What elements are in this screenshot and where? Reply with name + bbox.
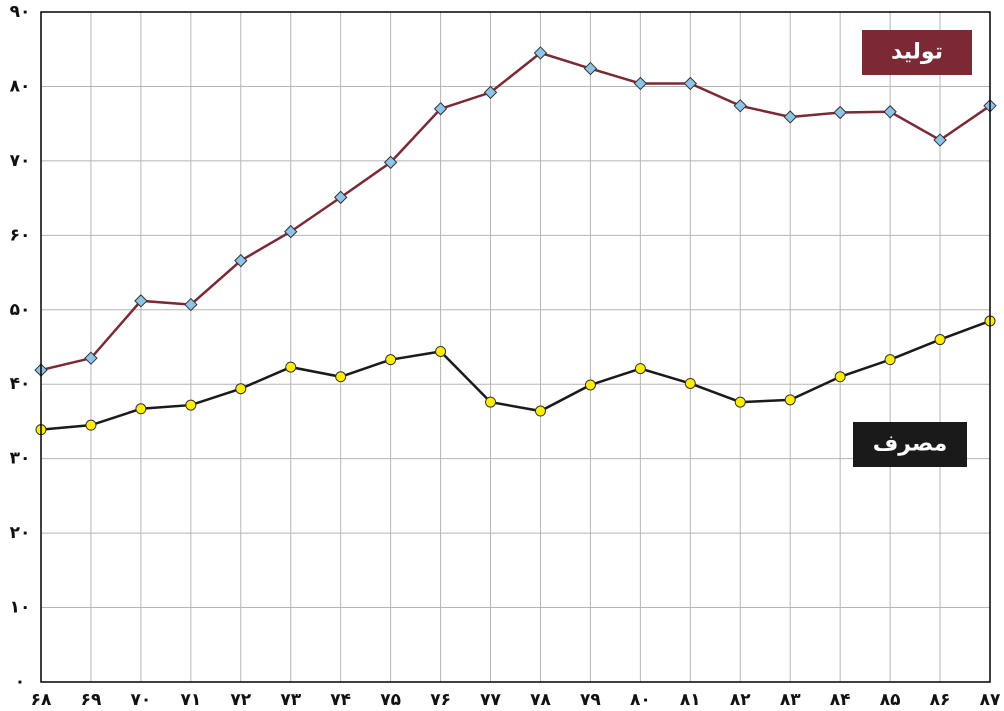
- marker: [383, 155, 398, 170]
- marker: [483, 85, 498, 100]
- y-tick-label: ۵۰: [10, 300, 31, 320]
- x-tick-label: ۷۰: [131, 690, 152, 710]
- y-tick-label: ۹۰: [10, 2, 31, 22]
- marker: [485, 396, 497, 408]
- marker: [783, 110, 797, 124]
- marker: [833, 105, 847, 120]
- x-tick-label: ۷۳: [280, 690, 301, 710]
- marker: [634, 363, 646, 375]
- x-tick-label: ۸۶: [930, 690, 951, 710]
- marker: [883, 105, 897, 119]
- marker: [333, 190, 348, 205]
- legend-label: تولید: [891, 40, 943, 65]
- series-line: [40, 319, 991, 431]
- marker: [633, 76, 648, 91]
- marker: [683, 76, 698, 91]
- marker: [135, 403, 147, 415]
- x-tick-label: ۸۰: [630, 690, 651, 710]
- series-line: [40, 51, 991, 372]
- x-tick-label: ۸۷: [980, 690, 1001, 710]
- x-tick-label: ۸۴: [830, 690, 851, 710]
- y-tick-label: ۴۰: [10, 374, 31, 394]
- x-tick-label: ۸۱: [680, 690, 701, 710]
- x-tick-label: ۶۹: [81, 690, 102, 710]
- y-tick-label: ۷۰: [10, 151, 31, 171]
- marker: [385, 354, 397, 366]
- marker: [583, 61, 598, 76]
- x-tick-label: ۸۵: [880, 690, 901, 710]
- marker: [234, 253, 248, 268]
- marker: [235, 383, 247, 395]
- marker: [534, 405, 546, 417]
- marker: [533, 46, 548, 60]
- marker: [684, 377, 696, 389]
- plot-border: [40, 11, 991, 683]
- y-tick-label: ۲۰: [10, 523, 31, 543]
- marker: [784, 394, 796, 406]
- marker: [184, 297, 198, 312]
- x-tick-label: ۷۱: [180, 690, 201, 710]
- x-tick-label: ۷۷: [480, 690, 501, 710]
- y-tick-label: ۶۰: [10, 225, 31, 245]
- marker: [435, 345, 447, 357]
- marker: [733, 99, 747, 113]
- marker: [134, 294, 148, 308]
- legend-label: مصرف: [873, 432, 948, 457]
- marker: [934, 334, 946, 346]
- marker: [734, 396, 746, 408]
- x-tick-label: ۸۳: [780, 690, 801, 710]
- x-tick-label: ۷۵: [380, 690, 401, 710]
- legend-box: [862, 30, 972, 75]
- x-tick-label: ۷۲: [230, 690, 251, 710]
- marker: [85, 419, 97, 431]
- marker: [185, 399, 197, 411]
- x-tick-label: ۷۸: [530, 690, 551, 710]
- marker: [84, 351, 98, 365]
- marker: [584, 379, 596, 391]
- x-tick-label: ۸۲: [730, 690, 751, 710]
- x-tick-label: ۷۴: [330, 690, 351, 710]
- marker: [834, 371, 846, 383]
- plot: [34, 46, 997, 436]
- marker: [884, 354, 896, 366]
- y-tick-label: ۸۰: [10, 76, 31, 96]
- y-tick-label: ۱۰: [10, 598, 31, 618]
- y-tick-label: ۰: [15, 672, 25, 692]
- x-tick-label: ۶۸: [31, 690, 52, 710]
- marker: [933, 133, 947, 147]
- x-tick-label: ۷۶: [430, 690, 451, 710]
- marker: [284, 224, 298, 239]
- marker: [285, 361, 297, 373]
- marker: [433, 102, 448, 116]
- legend-box: [853, 422, 967, 467]
- y-tick-label: ۳۰: [10, 449, 31, 469]
- x-tick-label: ۷۹: [580, 690, 601, 710]
- marker: [335, 371, 347, 383]
- grid: [40, 11, 991, 683]
